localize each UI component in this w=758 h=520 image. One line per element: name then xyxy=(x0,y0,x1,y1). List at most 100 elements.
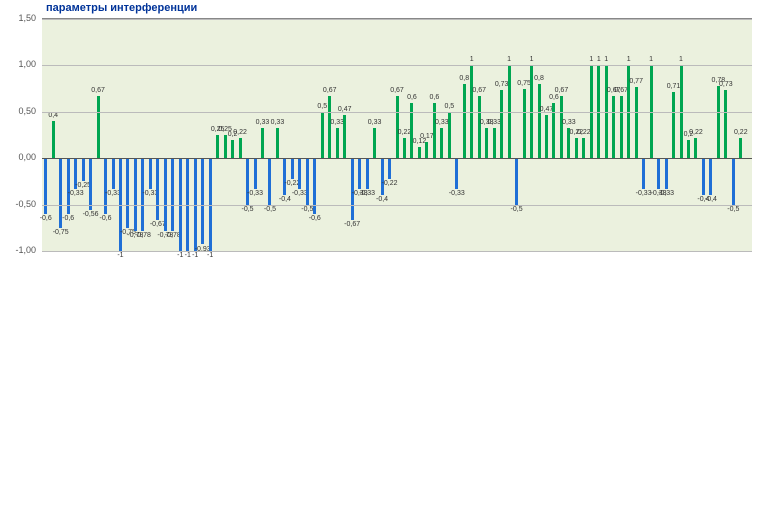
bar-value-label: 0,67 xyxy=(390,87,404,94)
bar-value-label: -0,33 xyxy=(247,190,263,197)
interference-bars: -0,60,4-0,75-0,6-0,33-0,25-0,560,67-0,6-… xyxy=(42,19,752,251)
bar xyxy=(171,158,174,230)
bar-value-label: -0,5 xyxy=(264,206,276,213)
bar xyxy=(336,128,339,159)
bar-value-label: 0,22 xyxy=(398,129,412,136)
bar xyxy=(321,112,324,158)
bar-value-label: 0,8 xyxy=(459,75,469,82)
bar-value-label: -1 xyxy=(177,252,183,259)
bar-value-label: 0,67 xyxy=(323,87,337,94)
bar-value-label: 0,77 xyxy=(629,78,643,85)
bar xyxy=(343,115,346,159)
bar-value-label: 1 xyxy=(649,56,653,63)
bar-value-label: 0,22 xyxy=(734,129,748,136)
bar xyxy=(687,140,690,159)
bar xyxy=(702,158,705,195)
gridline xyxy=(42,205,752,206)
bar-value-label: -0,5 xyxy=(511,206,523,213)
bar-value-label: 0,67 xyxy=(614,87,628,94)
bar-value-label: -0,5 xyxy=(301,206,313,213)
bar xyxy=(306,158,309,204)
bar xyxy=(216,135,219,158)
bar xyxy=(268,158,271,204)
bar-value-label: -0,22 xyxy=(382,180,398,187)
bar-value-label: 1 xyxy=(604,56,608,63)
y-axis-label: 0,50 xyxy=(2,106,36,116)
bar xyxy=(485,128,488,159)
gridline xyxy=(42,112,752,113)
bar xyxy=(455,158,458,189)
bar xyxy=(89,158,92,210)
bar xyxy=(582,138,585,158)
bar xyxy=(328,96,331,158)
bar-value-label: -1 xyxy=(185,252,191,259)
bar-value-label: 0,22 xyxy=(689,129,703,136)
bar xyxy=(403,138,406,158)
bar xyxy=(112,158,115,189)
bar-value-label: -1 xyxy=(117,252,123,259)
bar xyxy=(493,128,496,159)
bar-value-label: 0,4 xyxy=(48,112,58,119)
bar xyxy=(224,135,227,158)
bar xyxy=(523,89,526,159)
bar xyxy=(709,158,712,195)
bar-value-label: 0,33 xyxy=(330,119,344,126)
bar-value-label: 0,73 xyxy=(719,81,733,88)
bar-value-label: 0,33 xyxy=(368,119,382,126)
bar xyxy=(515,158,518,204)
bar-value-label: 0,17 xyxy=(420,133,434,140)
gridline xyxy=(42,65,752,66)
bar xyxy=(620,96,623,158)
bar xyxy=(724,90,727,158)
bar xyxy=(672,92,675,158)
bar-value-label: 0,71 xyxy=(667,83,681,90)
bar-value-label: 1 xyxy=(679,56,683,63)
bar-value-label: 0,22 xyxy=(577,129,591,136)
bar xyxy=(276,128,279,159)
bar-value-label: -0,5 xyxy=(727,206,739,213)
bar-value-label: -0,5 xyxy=(241,206,253,213)
gridline xyxy=(42,158,752,159)
y-axis-label: -0,50 xyxy=(2,199,36,209)
bar xyxy=(440,128,443,159)
bar-value-label: -0,33 xyxy=(658,190,674,197)
bar xyxy=(425,142,428,158)
chart-title-interference: параметры интерференции xyxy=(46,2,197,14)
bar-value-label: -0,78 xyxy=(135,232,151,239)
y-axis-label: 1,00 xyxy=(2,59,36,69)
bar-value-label: 0,6 xyxy=(429,94,439,101)
bar-value-label: -0,33 xyxy=(449,190,465,197)
bar xyxy=(694,138,697,158)
bar xyxy=(149,158,152,189)
bar xyxy=(373,128,376,159)
bar xyxy=(291,158,294,178)
y-axis-label: 1,50 xyxy=(2,13,36,23)
bar xyxy=(298,158,301,189)
bar xyxy=(388,158,391,178)
bar-value-label: -0,33 xyxy=(359,190,375,197)
bar-value-label: 0,73 xyxy=(495,81,509,88)
bar-value-label: -0,6 xyxy=(40,215,52,222)
bar xyxy=(134,158,137,230)
bar-value-label: -0,4 xyxy=(376,196,388,203)
bar xyxy=(164,158,167,230)
bar xyxy=(239,138,242,158)
bar xyxy=(717,86,720,158)
bar xyxy=(463,84,466,158)
bar-value-label: -0,4 xyxy=(279,196,291,203)
bar-value-label: 0,33 xyxy=(562,119,576,126)
bar-value-label: 0,33 xyxy=(271,119,285,126)
bar xyxy=(418,147,421,158)
bar-value-label: -0,6 xyxy=(62,215,74,222)
y-axis-label: -1,00 xyxy=(2,245,36,255)
bar-value-label: 1 xyxy=(530,56,534,63)
bar xyxy=(642,158,645,189)
bar xyxy=(358,158,361,189)
bar-value-label: -1 xyxy=(192,252,198,259)
bar xyxy=(231,140,234,159)
bar-value-label: -0,56 xyxy=(83,211,99,218)
bar xyxy=(366,158,369,189)
bar xyxy=(156,158,159,220)
bar xyxy=(448,112,451,158)
bar-value-label: -0,4 xyxy=(705,196,717,203)
